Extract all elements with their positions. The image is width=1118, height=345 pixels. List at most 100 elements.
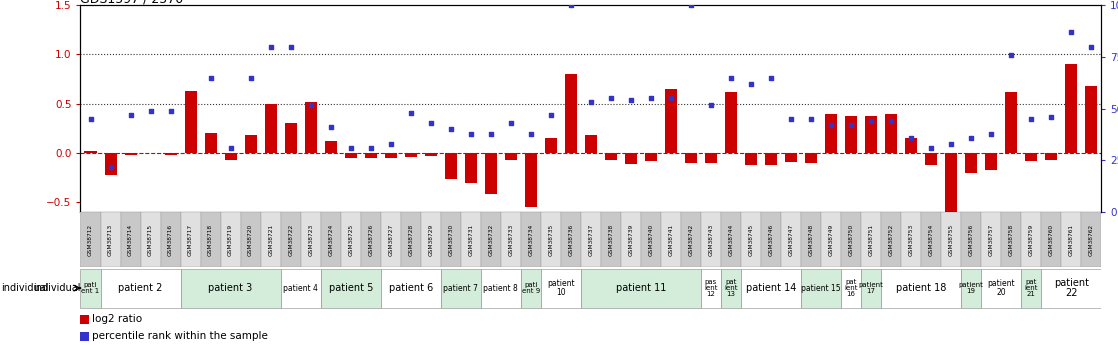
Bar xyxy=(705,153,717,163)
Text: GSM38725: GSM38725 xyxy=(348,224,353,256)
Bar xyxy=(461,212,481,267)
Bar xyxy=(80,269,101,307)
Text: GSM38760: GSM38760 xyxy=(1049,224,1053,256)
Point xyxy=(362,145,380,151)
Bar xyxy=(301,212,321,267)
Text: GSM38728: GSM38728 xyxy=(408,224,414,256)
Text: patient 3: patient 3 xyxy=(208,283,253,293)
Point xyxy=(522,131,540,136)
Bar xyxy=(361,212,381,267)
Bar xyxy=(80,212,101,267)
Point xyxy=(1042,114,1060,120)
Point xyxy=(963,135,980,140)
Point xyxy=(783,116,800,122)
Point xyxy=(722,75,740,80)
Text: GSM38747: GSM38747 xyxy=(788,224,794,256)
Text: GSM38737: GSM38737 xyxy=(588,224,594,256)
Bar xyxy=(620,212,641,267)
Text: GSM38722: GSM38722 xyxy=(288,224,293,256)
Text: patient
17: patient 17 xyxy=(859,282,883,294)
Bar xyxy=(481,212,501,267)
Bar xyxy=(1061,212,1081,267)
Point xyxy=(1062,29,1080,35)
Text: patient
19: patient 19 xyxy=(959,282,984,294)
Bar xyxy=(985,153,997,170)
Bar xyxy=(80,332,88,341)
Text: GSM38755: GSM38755 xyxy=(948,224,954,256)
Text: GSM38731: GSM38731 xyxy=(468,224,473,256)
Bar xyxy=(906,138,917,153)
Bar xyxy=(701,269,721,307)
Bar xyxy=(941,212,961,267)
Text: patient 2: patient 2 xyxy=(119,283,163,293)
Bar xyxy=(1086,86,1097,153)
Point xyxy=(742,81,760,87)
Bar xyxy=(945,153,957,212)
Text: pat
ient
21: pat ient 21 xyxy=(1024,279,1038,297)
Bar xyxy=(605,153,617,160)
Text: percentile rank within the sample: percentile rank within the sample xyxy=(92,332,267,341)
Bar xyxy=(701,212,721,267)
Point xyxy=(322,125,340,130)
Bar xyxy=(565,74,577,153)
Bar xyxy=(161,212,181,267)
Bar xyxy=(982,269,1021,307)
Point xyxy=(922,145,940,151)
Bar xyxy=(665,89,676,153)
Text: GSM38727: GSM38727 xyxy=(388,224,394,256)
Bar xyxy=(281,269,321,307)
Bar xyxy=(724,92,737,153)
Text: GSM38736: GSM38736 xyxy=(568,224,574,256)
Point xyxy=(82,116,100,122)
Text: GSM38729: GSM38729 xyxy=(428,224,434,256)
Bar xyxy=(1001,212,1021,267)
Bar xyxy=(1041,269,1101,307)
Text: patient 7: patient 7 xyxy=(444,284,479,293)
Point xyxy=(601,96,619,101)
Text: GSM38762: GSM38762 xyxy=(1089,224,1093,256)
Bar xyxy=(205,133,217,153)
Point xyxy=(542,112,560,118)
Point xyxy=(421,120,439,126)
Bar xyxy=(141,212,161,267)
Bar xyxy=(961,212,982,267)
Text: GSM38720: GSM38720 xyxy=(248,224,253,256)
Bar xyxy=(921,212,941,267)
Bar xyxy=(541,269,581,307)
Point xyxy=(902,135,920,140)
Bar xyxy=(982,212,1001,267)
Bar xyxy=(425,153,437,156)
Bar xyxy=(381,212,400,267)
Bar xyxy=(685,153,697,163)
Point xyxy=(581,100,599,105)
Bar xyxy=(440,212,461,267)
Bar xyxy=(265,104,276,153)
Text: GSM38746: GSM38746 xyxy=(768,224,774,256)
Text: pat
ient
13: pat ient 13 xyxy=(724,279,738,297)
Bar xyxy=(1005,92,1017,153)
Text: GSM38761: GSM38761 xyxy=(1069,224,1073,256)
Bar xyxy=(281,212,301,267)
Bar xyxy=(861,269,881,307)
Bar xyxy=(104,153,116,175)
Text: GSM38753: GSM38753 xyxy=(909,224,913,256)
Bar xyxy=(1021,212,1041,267)
Bar xyxy=(1045,153,1058,160)
Bar xyxy=(405,153,417,157)
Bar xyxy=(521,212,541,267)
Point xyxy=(802,116,819,122)
Bar xyxy=(420,212,440,267)
Text: pas
ient
12: pas ient 12 xyxy=(704,279,718,297)
Text: patient 4: patient 4 xyxy=(283,284,319,293)
Text: GSM38757: GSM38757 xyxy=(988,224,994,256)
Bar xyxy=(1021,269,1041,307)
Bar xyxy=(465,153,476,183)
Bar xyxy=(181,269,281,307)
Text: GSM38730: GSM38730 xyxy=(448,224,453,256)
Bar xyxy=(341,212,361,267)
Bar xyxy=(344,153,357,158)
Text: patient
10: patient 10 xyxy=(547,279,575,297)
Bar xyxy=(761,212,781,267)
Text: GSM38713: GSM38713 xyxy=(108,224,113,256)
Bar xyxy=(505,153,517,160)
